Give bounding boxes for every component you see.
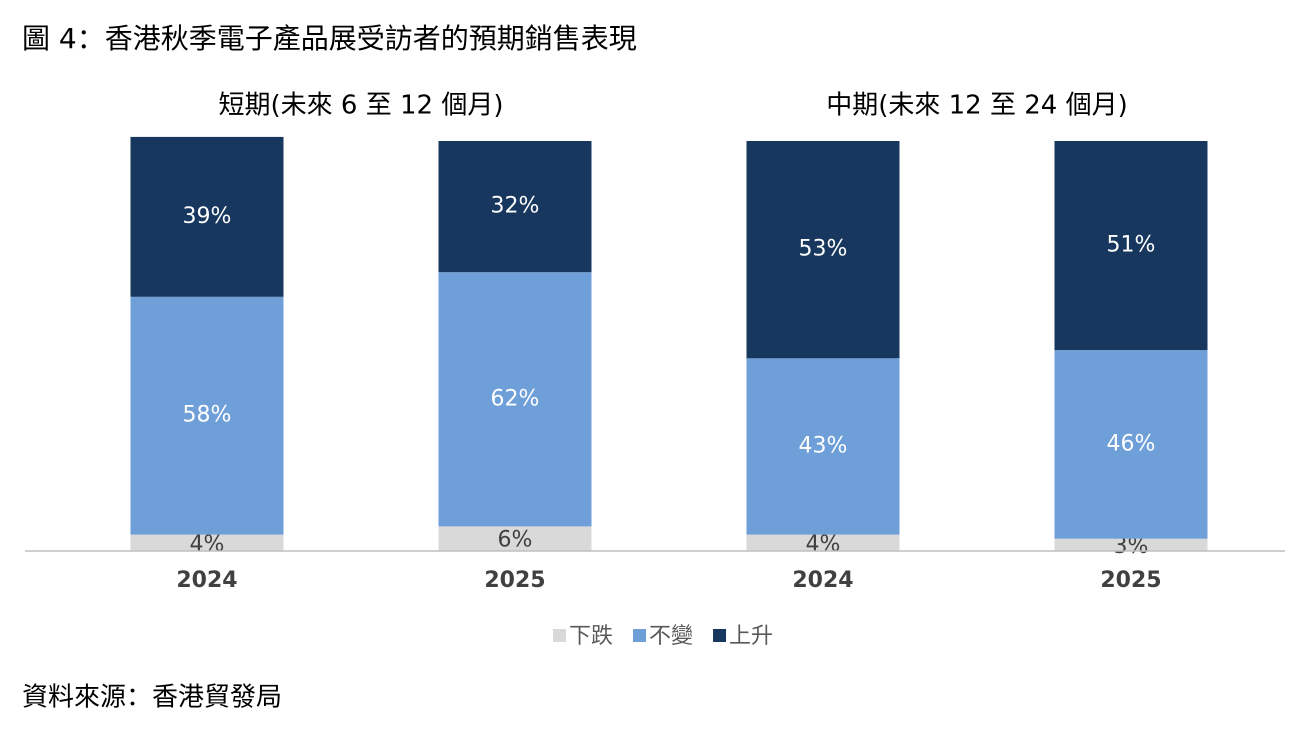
- legend-swatch: [553, 629, 566, 642]
- bar-segment: [1054, 350, 1208, 539]
- data-label: 6%: [498, 528, 533, 553]
- bar-segment: [746, 358, 900, 535]
- legend-swatch: [633, 629, 647, 642]
- data-label: 51%: [1107, 233, 1156, 258]
- data-label: 39%: [183, 204, 232, 229]
- x-tick-label: 2025: [484, 568, 545, 593]
- bar-segment: [746, 141, 900, 359]
- chart-title: 圖 4：香港秋季電子產品展受訪者的預期銷售表現: [22, 22, 637, 55]
- data-label: 46%: [1107, 431, 1156, 456]
- legend-label: 不變: [649, 624, 693, 649]
- group-label: 中期(未來 12 至 24 個月): [826, 91, 1128, 121]
- legend-label: 上升: [729, 624, 773, 649]
- data-label: 32%: [491, 194, 540, 219]
- group-label: 短期(未來 6 至 12 個月): [219, 91, 504, 121]
- data-label: 62%: [491, 386, 540, 411]
- bar-segment: [1054, 538, 1208, 551]
- legend-swatch: [713, 629, 727, 642]
- data-label: 4%: [190, 532, 225, 557]
- x-tick-label: 2024: [176, 568, 237, 593]
- data-label: 58%: [183, 403, 232, 428]
- bar-segment: [746, 534, 900, 551]
- bar-segment: [438, 141, 592, 273]
- bar-segment: [438, 272, 592, 527]
- bar-segment: [130, 296, 284, 535]
- bar-segment: [438, 526, 592, 551]
- data-label: 4%: [806, 532, 841, 557]
- bar-segment: [1054, 141, 1208, 351]
- legend-label: 下跌: [569, 624, 613, 649]
- source-note: 資料來源：香港貿發局: [22, 683, 282, 713]
- data-label: 43%: [799, 433, 848, 458]
- x-tick-label: 2025: [1100, 568, 1161, 593]
- x-tick-label: 2024: [792, 568, 853, 593]
- data-label: 53%: [799, 237, 848, 262]
- bar-segment: [130, 136, 284, 297]
- bar-segment: [130, 534, 284, 551]
